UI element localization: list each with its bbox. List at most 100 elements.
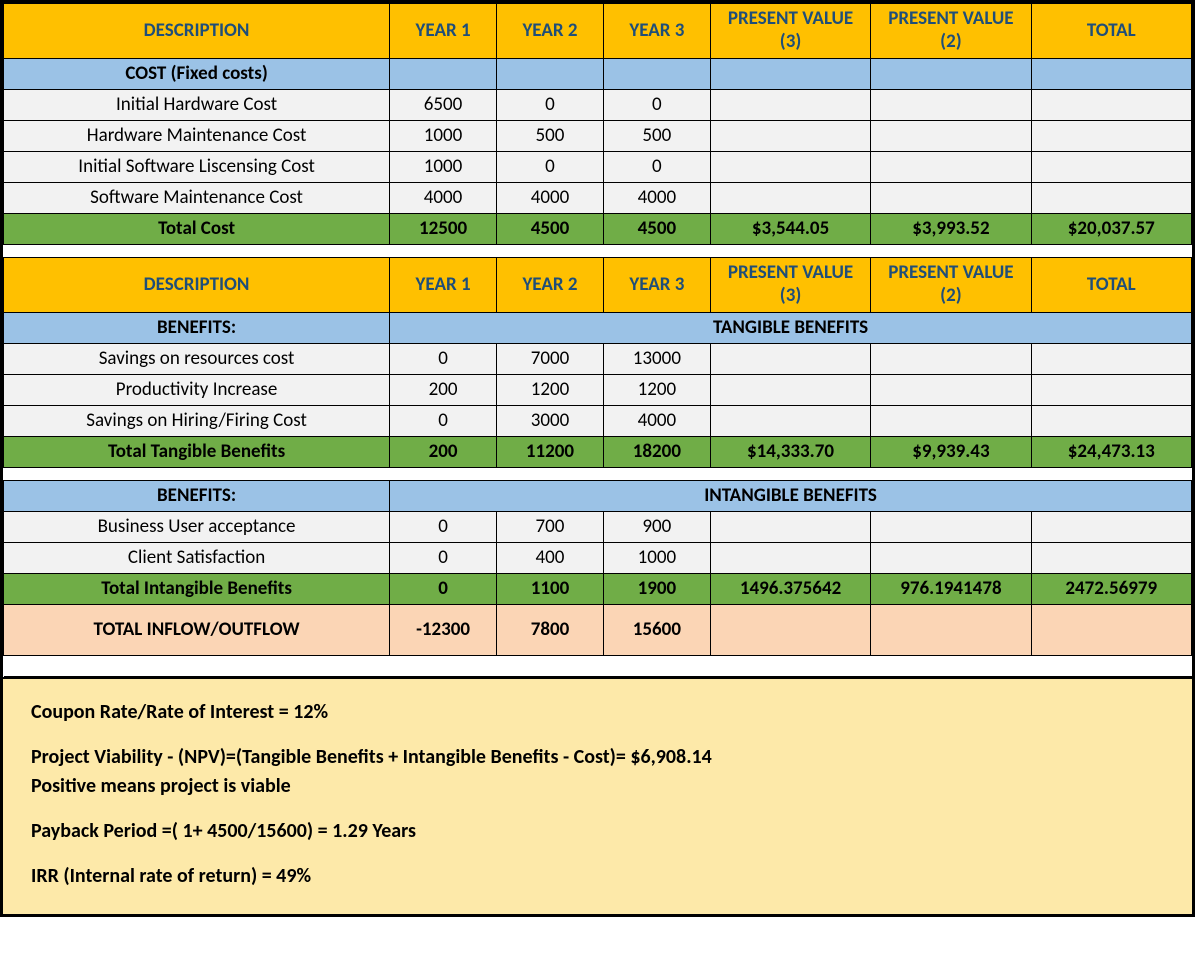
notes-block: Coupon Rate/Rate of Interest = 12% Proje… <box>3 677 1192 914</box>
cell: 0 <box>390 512 497 543</box>
cell: 900 <box>603 512 710 543</box>
spacer <box>4 245 1192 258</box>
table-row: Initial Software Liscensing Cost 1000 0 … <box>4 152 1192 183</box>
note-viability: Positive means project is viable <box>31 773 1164 800</box>
cell <box>871 90 1031 121</box>
cell <box>871 375 1031 406</box>
cell: 3000 <box>497 406 604 437</box>
col-description: DESCRIPTION <box>4 4 390 59</box>
cell <box>1031 183 1191 214</box>
cell: 0 <box>390 574 497 605</box>
cell-desc: Total Cost <box>4 214 390 245</box>
note-irr: IRR (Internal rate of return) = 49% <box>31 863 1164 890</box>
cell-desc: Client Satisfaction <box>4 543 390 574</box>
cell: 18200 <box>603 437 710 468</box>
cell: 200 <box>390 437 497 468</box>
cell: -12300 <box>390 605 497 656</box>
cell-desc: Savings on Hiring/Firing Cost <box>4 406 390 437</box>
financial-sheet: DESCRIPTION YEAR 1 YEAR 2 YEAR 3 PRESENT… <box>0 0 1195 917</box>
cell: 4000 <box>603 183 710 214</box>
cost-section-label: COST (Fixed costs) <box>4 59 390 90</box>
cell: $14,333.70 <box>710 437 870 468</box>
note-payback: Payback Period =( 1+ 4500/15600) = 1.29 … <box>31 818 1164 845</box>
spacer <box>4 656 1192 677</box>
main-table: DESCRIPTION YEAR 1 YEAR 2 YEAR 3 PRESENT… <box>3 3 1192 677</box>
cell: 500 <box>497 121 604 152</box>
cell: $9,939.43 <box>871 437 1031 468</box>
table-row: Client Satisfaction 0 400 1000 <box>4 543 1192 574</box>
cell <box>710 90 870 121</box>
cost-section-header: COST (Fixed costs) <box>4 59 1192 90</box>
table-row: Initial Hardware Cost 6500 0 0 <box>4 90 1192 121</box>
cell: 0 <box>390 543 497 574</box>
col-total: TOTAL <box>1031 258 1191 313</box>
tangible-label: TANGIBLE BENEFITS <box>390 313 1192 344</box>
cell <box>1031 121 1191 152</box>
cell: 7800 <box>497 605 604 656</box>
cell <box>710 512 870 543</box>
tangible-section-header: BENEFITS: TANGIBLE BENEFITS <box>4 313 1192 344</box>
cell: 0 <box>603 152 710 183</box>
cell-desc: Total Tangible Benefits <box>4 437 390 468</box>
intangible-section-header: BENEFITS: INTANGIBLE BENEFITS <box>4 481 1192 512</box>
cell <box>710 605 870 656</box>
benefits-label: BENEFITS: <box>4 481 390 512</box>
cell: $3,544.05 <box>710 214 870 245</box>
cell: 200 <box>390 375 497 406</box>
cell: 976.1941478 <box>871 574 1031 605</box>
cell: 1000 <box>390 121 497 152</box>
cell: 2472.56979 <box>1031 574 1191 605</box>
cell <box>871 121 1031 152</box>
cell <box>871 543 1031 574</box>
cell <box>710 152 870 183</box>
cell: 0 <box>390 344 497 375</box>
cost-total-row: Total Cost 12500 4500 4500 $3,544.05 $3,… <box>4 214 1192 245</box>
cell: 0 <box>603 90 710 121</box>
cell: 12500 <box>390 214 497 245</box>
intangible-total-row: Total Intangible Benefits 0 1100 1900 14… <box>4 574 1192 605</box>
col-year3: YEAR 3 <box>603 4 710 59</box>
cell <box>710 344 870 375</box>
cell-desc: Software Maintenance Cost <box>4 183 390 214</box>
cell: 4000 <box>603 406 710 437</box>
cell <box>710 406 870 437</box>
col-pv3: PRESENT VALUE (3) <box>710 258 870 313</box>
cell: 1200 <box>497 375 604 406</box>
cell-desc: Savings on resources cost <box>4 344 390 375</box>
cell <box>710 543 870 574</box>
cell: 700 <box>497 512 604 543</box>
header-row: DESCRIPTION YEAR 1 YEAR 2 YEAR 3 PRESENT… <box>4 4 1192 59</box>
cell <box>1031 344 1191 375</box>
cell <box>1031 512 1191 543</box>
cell: 1900 <box>603 574 710 605</box>
cell: 0 <box>497 90 604 121</box>
cell <box>1031 543 1191 574</box>
col-year2: YEAR 2 <box>497 258 604 313</box>
intangible-label: INTANGIBLE BENEFITS <box>390 481 1192 512</box>
cell <box>871 406 1031 437</box>
col-year1: YEAR 1 <box>390 258 497 313</box>
cell: 15600 <box>603 605 710 656</box>
header-row-2: DESCRIPTION YEAR 1 YEAR 2 YEAR 3 PRESENT… <box>4 258 1192 313</box>
cell: 500 <box>603 121 710 152</box>
cell: 1000 <box>390 152 497 183</box>
cell: 4000 <box>497 183 604 214</box>
cell-desc: TOTAL INFLOW/OUTFLOW <box>4 605 390 656</box>
cell: $24,473.13 <box>1031 437 1191 468</box>
table-row: Software Maintenance Cost 4000 4000 4000 <box>4 183 1192 214</box>
table-row: Productivity Increase 200 1200 1200 <box>4 375 1192 406</box>
cell: 1100 <box>497 574 604 605</box>
cell <box>1031 90 1191 121</box>
cell <box>871 183 1031 214</box>
cell <box>871 152 1031 183</box>
cell-desc: Business User acceptance <box>4 512 390 543</box>
cell: 400 <box>497 543 604 574</box>
cell: 4500 <box>497 214 604 245</box>
spacer <box>4 468 1192 481</box>
cell: 4000 <box>390 183 497 214</box>
col-description: DESCRIPTION <box>4 258 390 313</box>
col-pv3: PRESENT VALUE (3) <box>710 4 870 59</box>
cell: 1200 <box>603 375 710 406</box>
col-year1: YEAR 1 <box>390 4 497 59</box>
cell: 1496.375642 <box>710 574 870 605</box>
